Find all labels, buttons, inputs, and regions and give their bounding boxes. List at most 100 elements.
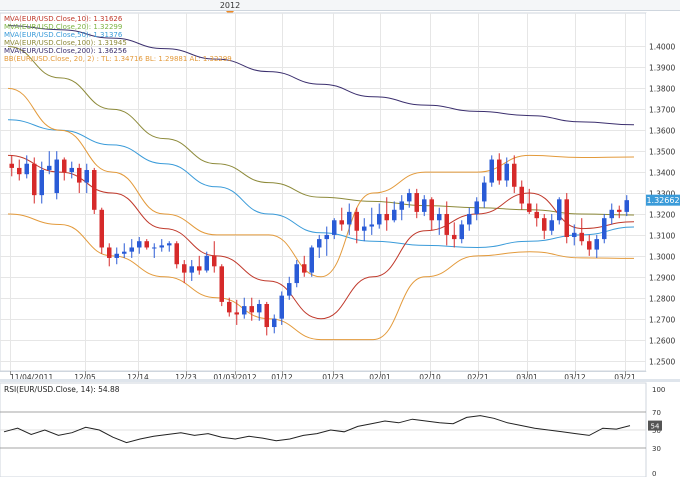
candle-body — [189, 266, 194, 273]
date-tick-label: 01/23 — [322, 373, 344, 382]
candle-body — [84, 170, 89, 183]
candle-body — [392, 209, 397, 221]
price-tick-label: 1.3600 — [649, 127, 675, 136]
rsi-title: RSI(EUR/USD.Close, 14): 54.88 — [4, 385, 120, 394]
candle — [212, 241, 217, 273]
candle — [279, 291, 284, 325]
candle-body — [377, 213, 382, 225]
candle — [482, 176, 487, 208]
price-tick-label: 1.2800 — [649, 295, 675, 304]
candle — [272, 314, 277, 334]
candle-body — [489, 159, 494, 183]
candle — [332, 218, 337, 240]
candle-body — [257, 304, 262, 313]
candle — [369, 207, 374, 235]
candle-body — [9, 163, 14, 168]
rsi-tick-label: 70 — [652, 409, 661, 417]
candle — [399, 195, 404, 221]
candle — [99, 207, 104, 254]
candle-body — [602, 218, 607, 240]
candle — [572, 224, 577, 246]
candle — [167, 241, 172, 252]
candle — [197, 255, 202, 275]
rsi-line — [3, 415, 631, 444]
candle-body — [557, 199, 562, 221]
candle-body — [159, 245, 164, 248]
price-tick-label: 1.3800 — [649, 85, 675, 94]
candle — [227, 297, 232, 317]
candle — [9, 155, 14, 177]
candle — [174, 241, 179, 269]
candle — [39, 161, 44, 204]
price-tick-label: 1.3900 — [649, 64, 675, 73]
candle-body — [579, 232, 584, 242]
candle-body — [69, 167, 74, 173]
price-tick-label: 1.3500 — [649, 148, 675, 157]
candle — [32, 157, 37, 204]
rsi-guides — [0, 411, 646, 449]
candle-body — [609, 209, 614, 219]
candle-body — [519, 186, 524, 204]
candle — [77, 163, 82, 194]
candle-body — [542, 218, 547, 231]
price-tick-label: 1.3400 — [649, 169, 675, 178]
candle-body — [317, 239, 322, 248]
candle — [459, 220, 464, 244]
candle-body — [362, 226, 367, 231]
candle — [242, 297, 247, 319]
candle-body — [587, 241, 592, 250]
date-tick-label: 12/23 — [175, 373, 197, 382]
date-tick-label: 03/21 — [614, 373, 636, 382]
candle-body — [24, 163, 29, 175]
rsi-panel[interactable]: RSI(EUR/USD.Close, 14): 54.88 100 70 50 30 0… — [0, 379, 680, 478]
candle — [384, 197, 389, 231]
rsi-current-tag — [648, 420, 662, 431]
candle — [407, 188, 412, 208]
indicator-line-bb-4 — [7, 87, 635, 278]
current-price-tag: 1.32662 — [646, 194, 680, 206]
candle — [437, 207, 442, 235]
candle — [324, 226, 329, 256]
candle — [579, 218, 584, 246]
candle-body — [512, 163, 517, 187]
candle-body — [354, 211, 359, 231]
candle — [347, 203, 352, 235]
candle-body — [182, 264, 187, 273]
candle — [249, 297, 254, 321]
date-tick-label: 11/04/2011 — [10, 373, 53, 382]
candle — [17, 159, 22, 181]
rsi-axis: 100 70 50 30 0 54 — [648, 386, 665, 478]
price-plot-area — [0, 12, 647, 372]
candle-body — [287, 283, 292, 296]
date-tick-label: 01/03/2012 — [213, 373, 256, 382]
date-tick-label: 12/14 — [127, 373, 149, 382]
candle-body — [167, 243, 172, 246]
candle-body — [564, 199, 569, 238]
candle — [309, 245, 314, 277]
price-panel[interactable]: MVA(EUR/USD.Close,10): 1.31626MVA(EUR/US… — [0, 12, 647, 372]
candle-body — [482, 182, 487, 202]
date-tick-label: 03/01 — [516, 373, 538, 382]
candle — [354, 207, 359, 244]
price-tick-label: 1.2700 — [649, 316, 675, 325]
candle-body — [429, 199, 434, 221]
legend-entry: MVA(EUR/USD.Close,50): 1.31376 — [4, 31, 123, 39]
candle — [512, 155, 517, 194]
candle-body — [279, 295, 284, 319]
candle — [452, 222, 457, 248]
candle — [137, 237, 142, 254]
candle — [429, 197, 434, 231]
candle-body — [272, 318, 277, 328]
rsi-current-label: 54 — [651, 423, 660, 431]
candle-body — [219, 266, 224, 302]
candle-body — [144, 241, 149, 248]
candle — [257, 299, 262, 321]
candle-body — [302, 264, 307, 273]
candle-body — [122, 251, 127, 254]
candle — [474, 197, 479, 221]
candle — [602, 213, 607, 244]
candle — [444, 201, 449, 246]
date-tick-label: 02/21 — [467, 373, 489, 382]
candle-body — [54, 159, 59, 194]
candle — [219, 264, 224, 307]
